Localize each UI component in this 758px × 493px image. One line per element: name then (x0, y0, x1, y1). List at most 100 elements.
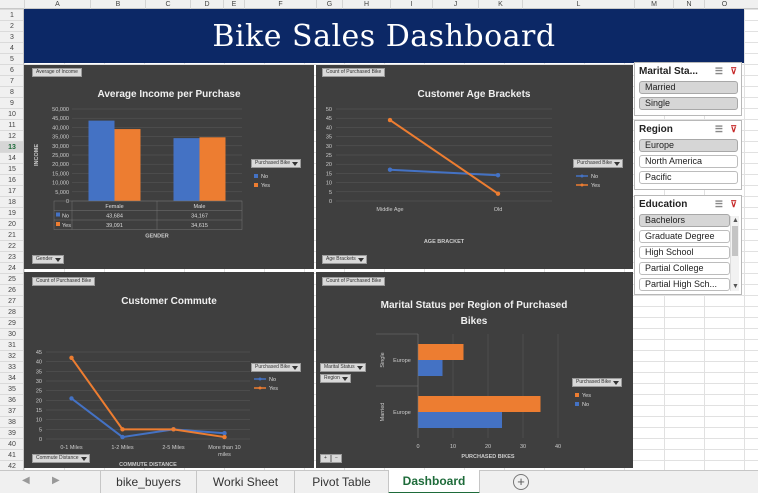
row-header[interactable]: 5 (0, 53, 23, 64)
axis-button-region[interactable]: Region (320, 374, 351, 383)
row-header[interactable]: 42 (0, 460, 23, 470)
slicer-item-partial-college[interactable]: Partial College (639, 262, 730, 275)
field-button-count-purchased[interactable]: Count of Purchased Bike (322, 277, 386, 286)
column-header[interactable]: L (522, 0, 634, 9)
column-header[interactable]: D (190, 0, 223, 9)
row-header[interactable]: 37 (0, 405, 23, 416)
marital-region-chart[interactable]: Count of Purchased Bike Marital Status R… (316, 272, 633, 468)
row-header[interactable]: 15 (0, 163, 23, 174)
multi-select-icon[interactable]: ☰ (714, 66, 723, 76)
column-header[interactable]: M (634, 0, 673, 9)
scroll-down-icon[interactable]: ▼ (732, 283, 739, 290)
education-slicer[interactable]: Education ☰ ⊽ Bachelors Graduate Degree Hi… (634, 195, 742, 295)
slicer-item-north-america[interactable]: North America (639, 155, 738, 168)
column-header[interactable]: B (90, 0, 145, 9)
column-header[interactable]: I (390, 0, 432, 9)
tab-dashboard[interactable]: Dashboard (388, 470, 480, 493)
clear-filter-icon[interactable]: ⊽ (730, 124, 737, 134)
add-sheet-button[interactable]: + (513, 474, 529, 490)
column-header[interactable]: O (704, 0, 744, 9)
row-header[interactable]: 30 (0, 328, 23, 339)
legend-button-purchased-bike[interactable]: Purchased Bike (251, 363, 302, 372)
row-header[interactable]: 11 (0, 119, 23, 130)
row-header[interactable]: 8 (0, 86, 23, 97)
row-header[interactable]: 39 (0, 427, 23, 438)
row-header[interactable]: 28 (0, 306, 23, 317)
field-button-count-purchased[interactable]: Count of Purchased Bike (322, 68, 386, 77)
row-header[interactable]: 10 (0, 108, 23, 119)
axis-button-marital-status[interactable]: Marital Status (320, 363, 366, 372)
slicer-item-pacific[interactable]: Pacific (639, 171, 738, 184)
slicer-item-europe[interactable]: Europe (639, 139, 738, 152)
customer-age-chart[interactable]: Count of Purchased Bike Age Brackets Pur… (316, 65, 633, 269)
column-header[interactable]: G (316, 0, 342, 9)
row-header[interactable]: 22 (0, 240, 23, 251)
row-header[interactable]: 21 (0, 229, 23, 240)
row-header[interactable]: 16 (0, 174, 23, 185)
tab-bike-buyers[interactable]: bike_buyers (100, 471, 196, 493)
row-header[interactable]: 27 (0, 295, 23, 306)
row-header[interactable]: 19 (0, 207, 23, 218)
column-header[interactable]: A (24, 0, 90, 9)
row-header[interactable]: 17 (0, 185, 23, 196)
row-header[interactable]: 36 (0, 394, 23, 405)
customer-commute-chart[interactable]: Count of Purchased Bike Commute Distance… (24, 272, 314, 468)
scroll-up-icon[interactable]: ▲ (732, 217, 739, 224)
row-header[interactable]: 26 (0, 284, 23, 295)
slicer-item-married[interactable]: Married (639, 81, 738, 94)
legend-button-purchased-bike[interactable]: Purchased Bike (251, 159, 302, 168)
column-header[interactable]: E (223, 0, 244, 9)
row-header[interactable]: 12 (0, 130, 23, 141)
multi-select-icon[interactable]: ☰ (714, 199, 723, 209)
row-header[interactable]: 13 (0, 141, 23, 152)
legend-button-purchased-bike[interactable]: Purchased Bike (572, 378, 623, 387)
row-header[interactable]: 9 (0, 97, 23, 108)
row-header[interactable]: 6 (0, 64, 23, 75)
row-header[interactable]: 38 (0, 416, 23, 427)
expand-field-button[interactable]: + (320, 454, 331, 463)
column-header[interactable]: N (673, 0, 704, 9)
slicer-item-high-school[interactable]: High School (639, 246, 730, 259)
row-header[interactable]: 7 (0, 75, 23, 86)
field-button-count-purchased[interactable]: Count of Purchased Bike (32, 277, 96, 286)
column-header[interactable]: K (478, 0, 522, 9)
row-header[interactable]: 33 (0, 361, 23, 372)
row-header[interactable]: 1 (0, 9, 23, 20)
row-header[interactable]: 2 (0, 20, 23, 31)
legend-button-purchased-bike[interactable]: Purchased Bike (573, 159, 624, 168)
column-header[interactable]: H (342, 0, 390, 9)
clear-filter-icon[interactable]: ⊽ (730, 199, 737, 209)
row-header[interactable]: 3 (0, 31, 23, 42)
slicer-scrollbar[interactable]: ▲ ▼ (730, 216, 739, 291)
slicer-item-partial-high-school[interactable]: Partial High Sch... (639, 278, 730, 291)
multi-select-icon[interactable]: ☰ (714, 124, 723, 134)
column-header[interactable]: F (244, 0, 316, 9)
row-header[interactable]: 29 (0, 317, 23, 328)
slicer-item-bachelors[interactable]: Bachelors (639, 214, 730, 227)
slicer-item-graduate-degree[interactable]: Graduate Degree (639, 230, 730, 243)
row-header[interactable]: 34 (0, 372, 23, 383)
slicer-item-single[interactable]: Single (639, 97, 738, 110)
tab-pivot-table[interactable]: Pivot Table (294, 471, 388, 493)
region-slicer[interactable]: Region ☰ ⊽ Europe North America Pacific (634, 120, 742, 190)
row-header[interactable]: 4 (0, 42, 23, 53)
row-header[interactable]: 18 (0, 196, 23, 207)
row-header[interactable]: 23 (0, 251, 23, 262)
row-header[interactable]: 20 (0, 218, 23, 229)
tab-worki-sheet[interactable]: Worki Sheet (196, 471, 294, 493)
axis-button-gender[interactable]: Gender (32, 255, 64, 264)
collapse-field-button[interactable]: − (331, 454, 342, 463)
row-header[interactable]: 25 (0, 273, 23, 284)
axis-button-age-brackets[interactable]: Age Brackets (322, 255, 367, 264)
column-header[interactable]: J (432, 0, 478, 9)
axis-button-commute-distance[interactable]: Commute Distance (32, 454, 90, 463)
row-header[interactable]: 40 (0, 438, 23, 449)
field-button-average-income[interactable]: Average of Income (32, 68, 82, 77)
marital-status-slicer[interactable]: Marital Sta... ☰ ⊽ Married Single (634, 62, 742, 116)
row-header[interactable]: 32 (0, 350, 23, 361)
average-income-chart[interactable]: Average of Income Gender Purchased Bike … (24, 65, 314, 269)
column-header[interactable]: C (145, 0, 190, 9)
clear-filter-icon[interactable]: ⊽ (730, 66, 737, 76)
row-header[interactable]: 31 (0, 339, 23, 350)
row-header[interactable]: 14 (0, 152, 23, 163)
